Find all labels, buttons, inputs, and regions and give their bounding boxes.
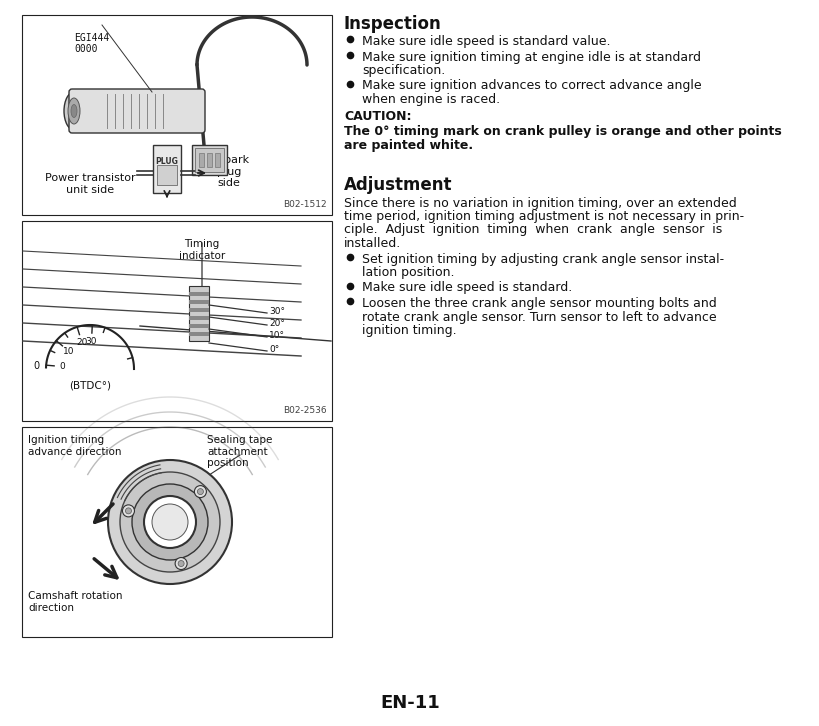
Text: 0: 0 <box>59 362 65 371</box>
Text: 0000: 0000 <box>74 44 97 54</box>
Bar <box>206 153 212 167</box>
Text: Set ignition timing by adjusting crank angle sensor instal-: Set ignition timing by adjusting crank a… <box>361 253 723 266</box>
Text: are painted white.: are painted white. <box>344 139 473 152</box>
Bar <box>156 165 177 185</box>
Text: Since there is no variation in ignition timing, over an extended: Since there is no variation in ignition … <box>344 197 735 210</box>
Text: CAUTION:: CAUTION: <box>344 110 411 123</box>
Circle shape <box>152 504 188 540</box>
Bar <box>215 153 219 167</box>
Circle shape <box>144 496 196 548</box>
Bar <box>22 427 332 637</box>
Text: time period, ignition timing adjustment is not necessary in prin-: time period, ignition timing adjustment … <box>344 210 743 223</box>
Text: Inspection: Inspection <box>344 15 441 33</box>
Circle shape <box>125 508 131 514</box>
Text: Make sure idle speed is standard.: Make sure idle speed is standard. <box>361 282 572 295</box>
Circle shape <box>120 472 219 572</box>
Circle shape <box>108 460 232 584</box>
Text: Adjustment: Adjustment <box>344 176 452 195</box>
Text: The 0° timing mark on crank pulley is orange and other points: The 0° timing mark on crank pulley is or… <box>344 125 781 138</box>
Ellipse shape <box>71 105 77 118</box>
Text: Make sure idle speed is standard value.: Make sure idle speed is standard value. <box>361 35 610 48</box>
Circle shape <box>194 486 206 497</box>
Bar <box>192 145 227 175</box>
Text: 20: 20 <box>76 338 88 347</box>
Text: ciple.  Adjust  ignition  timing  when  crank  angle  sensor  is: ciple. Adjust ignition timing when crank… <box>344 224 722 237</box>
Text: 0: 0 <box>34 361 40 371</box>
Text: PLUG: PLUG <box>156 157 179 166</box>
Text: Timing
indicator: Timing indicator <box>179 239 225 261</box>
Bar <box>188 308 209 312</box>
Text: (BTDC°): (BTDC°) <box>69 381 111 391</box>
Text: 10°: 10° <box>269 332 285 340</box>
FancyBboxPatch shape <box>69 89 205 133</box>
Ellipse shape <box>64 92 84 130</box>
Text: Ignition timing
advance direction: Ignition timing advance direction <box>28 435 121 457</box>
Circle shape <box>197 489 203 494</box>
Text: 10: 10 <box>63 346 75 356</box>
Text: Loosen the three crank angle sensor mounting bolts and: Loosen the three crank angle sensor moun… <box>361 297 716 310</box>
Text: lation position.: lation position. <box>361 266 454 279</box>
Text: Make sure ignition timing at engine idle is at standard: Make sure ignition timing at engine idle… <box>361 51 700 63</box>
Circle shape <box>132 484 208 560</box>
Bar <box>188 324 209 328</box>
Bar <box>22 221 332 421</box>
Bar <box>195 148 224 172</box>
Bar <box>199 153 204 167</box>
Text: Camshaft rotation
direction: Camshaft rotation direction <box>28 591 122 613</box>
Text: 30: 30 <box>86 337 97 346</box>
Bar <box>22 15 332 215</box>
Circle shape <box>175 558 187 569</box>
Text: installed.: installed. <box>344 237 400 250</box>
Text: Spark
plug
side: Spark plug side <box>217 155 249 188</box>
Circle shape <box>122 505 134 517</box>
Bar <box>188 332 209 336</box>
Text: 30°: 30° <box>269 308 285 317</box>
Bar <box>188 292 209 296</box>
Text: B02-1512: B02-1512 <box>283 200 327 209</box>
Text: B02-2536: B02-2536 <box>283 406 327 415</box>
Bar <box>188 286 209 341</box>
Text: specification.: specification. <box>361 64 445 77</box>
Bar <box>188 300 209 304</box>
Text: rotate crank angle sensor. Turn sensor to left to advance: rotate crank angle sensor. Turn sensor t… <box>361 311 716 324</box>
Text: Sealing tape
attachment
position: Sealing tape attachment position <box>206 435 272 468</box>
Text: 0°: 0° <box>269 346 279 354</box>
Text: Power transistor
unit side: Power transistor unit side <box>44 173 135 195</box>
Bar <box>153 145 181 193</box>
Text: when engine is raced.: when engine is raced. <box>361 93 500 106</box>
Text: 20°: 20° <box>269 319 284 328</box>
Circle shape <box>178 560 184 566</box>
Text: ignition timing.: ignition timing. <box>361 324 456 337</box>
Ellipse shape <box>68 98 80 124</box>
Text: Make sure ignition advances to correct advance angle: Make sure ignition advances to correct a… <box>361 80 701 92</box>
Text: EN-11: EN-11 <box>380 694 439 712</box>
Bar <box>188 316 209 320</box>
Text: EGI444: EGI444 <box>74 33 109 43</box>
